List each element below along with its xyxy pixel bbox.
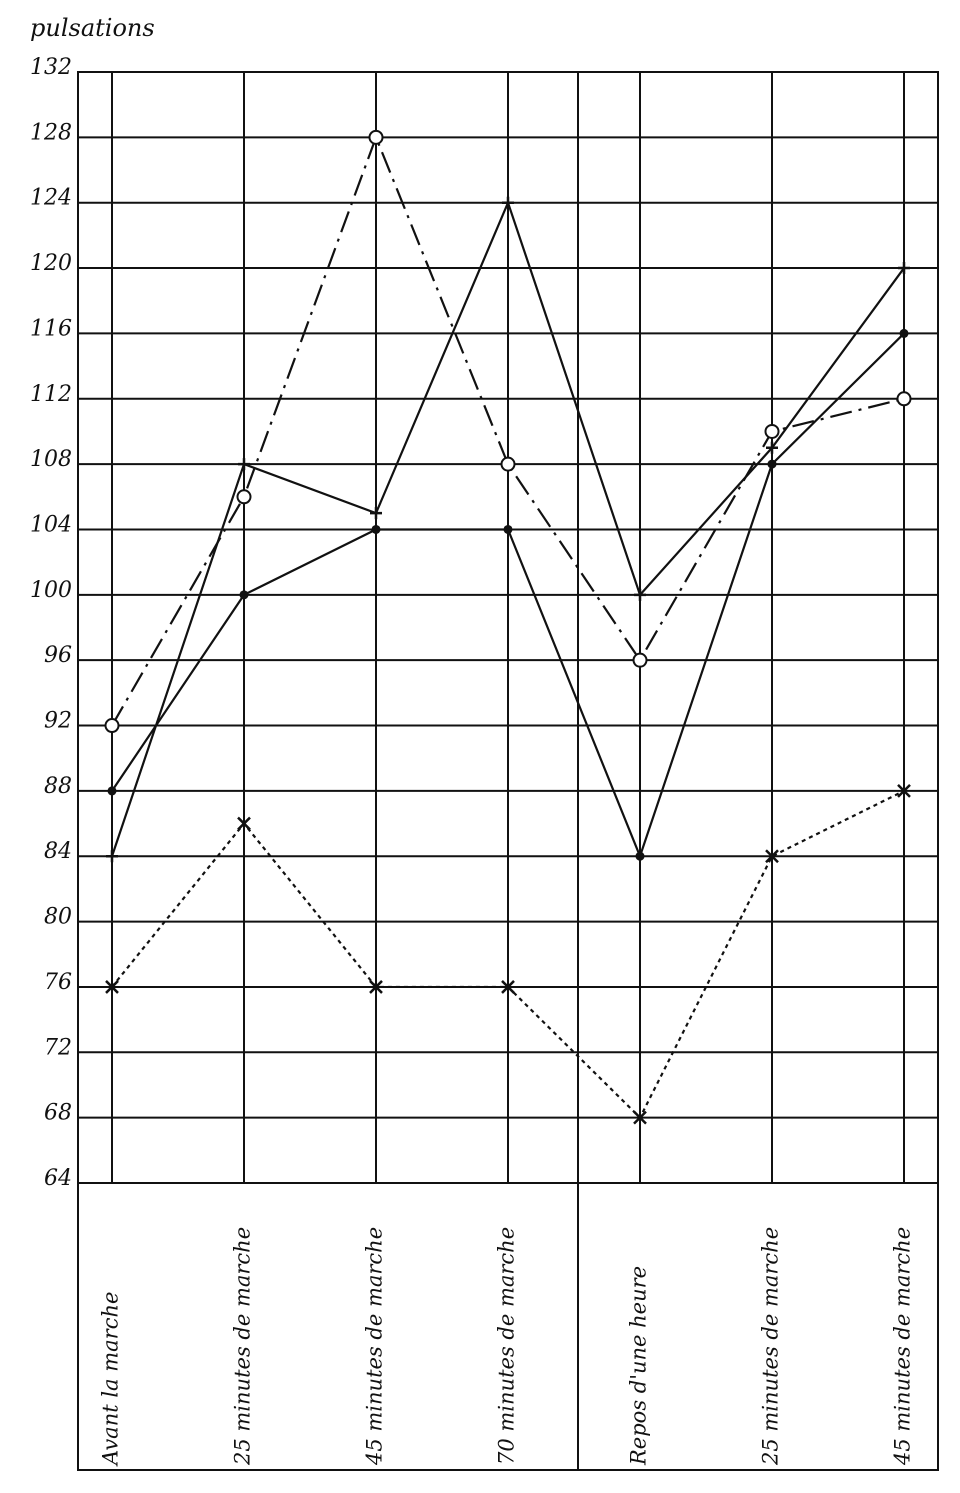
y-tick-label: 112 [30, 382, 72, 407]
y-tick-label: 116 [30, 316, 72, 341]
point [501, 980, 515, 994]
y-tick-label: 124 [30, 186, 72, 211]
point [238, 458, 250, 471]
point [764, 423, 780, 439]
point [107, 786, 117, 796]
x-tick-label: Avant la marche [99, 1292, 123, 1467]
y-tick-label: 92 [44, 709, 72, 734]
point [104, 718, 120, 734]
point [897, 783, 911, 798]
point [767, 459, 777, 469]
point [236, 489, 252, 505]
x-tick-label: 70 minutes de marche [495, 1227, 519, 1465]
y-tick-label: 108 [30, 447, 72, 472]
y-tick-label: 80 [44, 905, 72, 930]
point [898, 262, 910, 275]
point [632, 652, 648, 668]
point [500, 456, 516, 472]
x-tick-label: 25 minutes de marche [231, 1227, 255, 1466]
y-tick-label: 132 [30, 55, 72, 80]
point [239, 590, 249, 600]
y-axis-label: pulsations [30, 14, 155, 42]
y-tick-label: 100 [30, 578, 72, 603]
point [371, 524, 381, 534]
y-tick-label: 104 [30, 512, 72, 537]
y-tick-label: 96 [44, 643, 72, 668]
point [766, 441, 778, 454]
point [368, 129, 384, 145]
point [634, 588, 646, 601]
y-tick-label: 84 [44, 839, 72, 864]
x-tick-label: Repos d'une heure [627, 1266, 651, 1466]
y-tick-label: 68 [44, 1101, 72, 1126]
point [635, 851, 645, 861]
y-tick-label: 88 [44, 774, 72, 799]
y-tick-label: 72 [44, 1035, 72, 1060]
point [502, 196, 514, 209]
point [899, 328, 909, 338]
point [369, 980, 383, 994]
point [237, 816, 251, 831]
x-tick-label: 25 minutes de marche [759, 1227, 783, 1466]
point [370, 507, 382, 520]
x-tick-label: 45 minutes de marche [891, 1227, 915, 1466]
point [105, 980, 119, 994]
point [896, 391, 912, 407]
point [106, 850, 118, 863]
y-tick-label: 120 [30, 251, 72, 276]
x-tick-label: 45 minutes de marche [363, 1227, 387, 1466]
point [765, 849, 779, 864]
y-tick-label: 76 [44, 970, 72, 995]
point [633, 1110, 647, 1125]
y-tick-label: 64 [44, 1166, 72, 1191]
point [503, 524, 513, 534]
y-tick-label: 128 [30, 120, 72, 145]
